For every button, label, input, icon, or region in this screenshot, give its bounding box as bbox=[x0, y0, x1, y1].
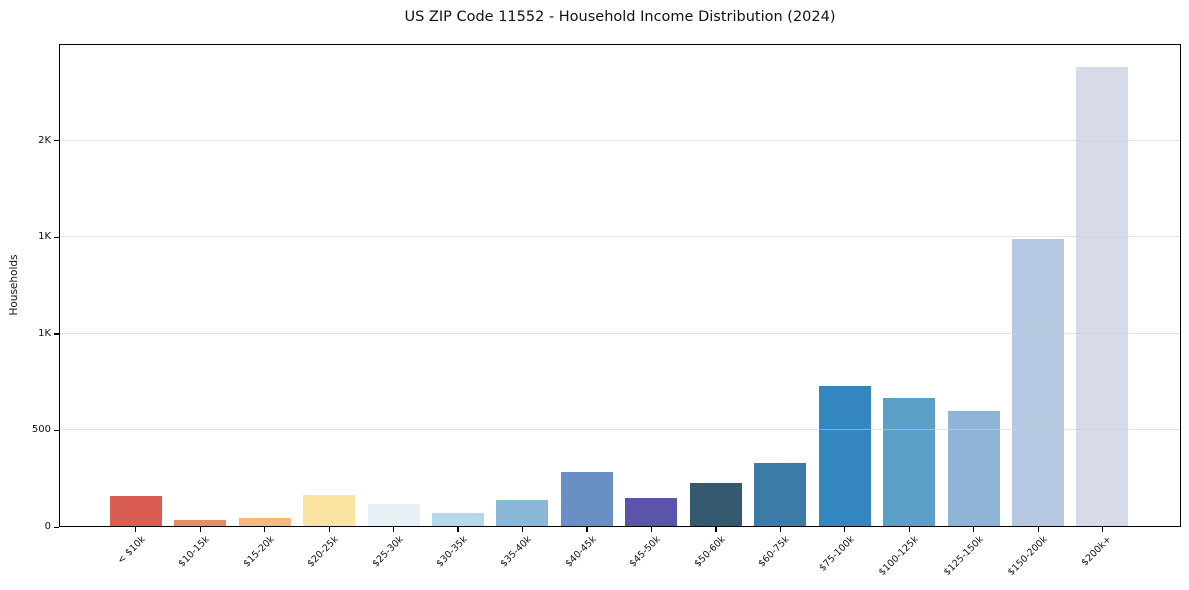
y-tick-label: 1K bbox=[38, 231, 51, 243]
x-tick-mark bbox=[586, 527, 588, 532]
x-tick-mark bbox=[973, 527, 975, 532]
bar-$60-75k bbox=[754, 463, 807, 527]
x-tick-label: $75-100k bbox=[816, 534, 857, 574]
bar-$35-40k bbox=[496, 499, 549, 527]
y-tick-mark bbox=[54, 140, 59, 142]
x-tick-mark bbox=[457, 527, 459, 532]
x-tick-label: $125-150k bbox=[941, 534, 986, 579]
x-tick-mark bbox=[715, 527, 717, 532]
x-tick-mark bbox=[264, 527, 266, 532]
bar-$150-200k bbox=[1012, 239, 1064, 527]
bar-$25-30k bbox=[367, 503, 420, 527]
bar-$15-20k bbox=[238, 518, 291, 527]
x-tick-label: < $10k bbox=[115, 534, 148, 567]
bar-$30-35k bbox=[431, 513, 484, 527]
bar-$100-125k bbox=[883, 397, 936, 527]
x-tick-mark bbox=[908, 527, 910, 532]
gridline-2K bbox=[59, 139, 1181, 141]
x-tick-mark bbox=[521, 527, 524, 532]
x-tick-mark bbox=[779, 527, 781, 532]
y-tick-mark bbox=[54, 236, 59, 238]
x-tick-mark bbox=[199, 527, 201, 532]
bar-$125-150k bbox=[947, 411, 1000, 527]
y-tick-label: 500 bbox=[31, 424, 51, 436]
gridline-1K bbox=[59, 236, 1181, 238]
bar-$10-15k bbox=[174, 520, 227, 527]
y-tick-mark bbox=[54, 333, 59, 335]
x-tick-label: $50-60k bbox=[692, 534, 728, 570]
x-tick-mark bbox=[1037, 527, 1039, 532]
x-tick-mark bbox=[135, 527, 137, 532]
x-tick-label: $40-45k bbox=[563, 534, 599, 570]
bar-< $10k bbox=[109, 496, 162, 527]
x-tick-mark bbox=[393, 527, 395, 532]
y-tick-label: 2K bbox=[38, 134, 51, 146]
y-axis-label: Households bbox=[8, 254, 20, 316]
plot-area bbox=[59, 44, 1181, 527]
gridline-1K bbox=[59, 332, 1181, 334]
y-tick-label: 0 bbox=[44, 521, 51, 532]
gridline-500 bbox=[59, 429, 1181, 431]
bar-$45-50k bbox=[625, 498, 678, 527]
y-tick-mark bbox=[54, 429, 59, 432]
chart-title: US ZIP Code 11552 - Household Income Dis… bbox=[404, 9, 836, 25]
y-tick-label: 1K bbox=[38, 327, 51, 339]
x-tick-mark bbox=[328, 527, 330, 532]
x-tick-label: $15-20k bbox=[240, 534, 277, 570]
x-tick-mark bbox=[844, 527, 846, 532]
bar-$20-25k bbox=[303, 495, 356, 527]
bar-$200k+ bbox=[1076, 67, 1129, 527]
bar-$75-100k bbox=[818, 385, 871, 527]
x-tick-mark bbox=[650, 527, 653, 532]
bar-$40-45k bbox=[560, 471, 613, 527]
x-tick-mark bbox=[1101, 527, 1104, 532]
y-tick-mark bbox=[54, 526, 59, 528]
bar-$50-60k bbox=[689, 482, 742, 527]
